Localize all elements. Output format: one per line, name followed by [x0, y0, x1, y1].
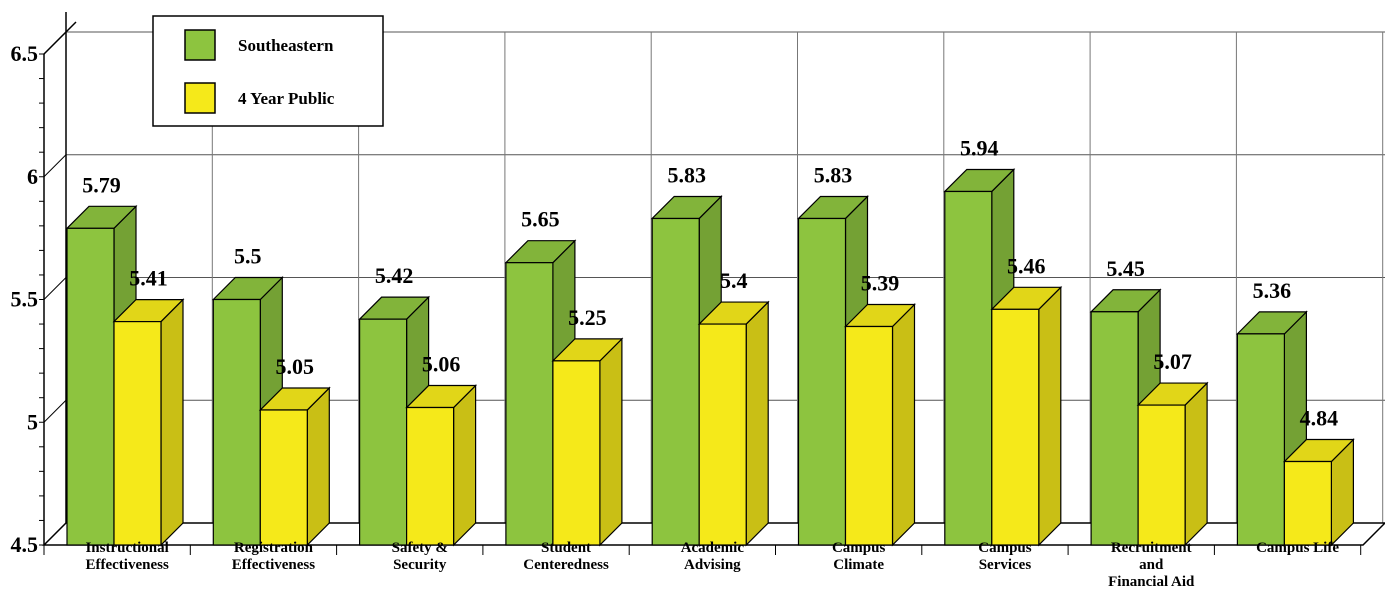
bar — [551, 337, 624, 547]
category-label-line: Campus — [832, 540, 886, 556]
category-label-line: Student — [541, 540, 591, 556]
legend-label-4-year-public: 4 Year Public — [238, 89, 335, 108]
bar-front — [359, 318, 408, 546]
bar-side — [1038, 285, 1062, 547]
category-label-line: Financial Aid — [1108, 574, 1195, 590]
category-label-line: Security — [393, 557, 447, 573]
data-label: 5.36 — [1253, 278, 1292, 303]
legend-swatch-4-year-public — [184, 82, 216, 114]
data-label: 5.83 — [667, 162, 706, 187]
bar-front — [991, 308, 1040, 546]
data-label: 5.79 — [82, 172, 121, 197]
category-label-line: Safety & — [392, 540, 448, 556]
bar — [650, 195, 723, 547]
bars: 5.79 5.41 5.5 5.05 5.42 5.06 5.65 5.25 5.83 5.4 5.… — [65, 135, 1355, 547]
data-label: 4.84 — [1300, 406, 1339, 431]
bar-side — [1184, 381, 1208, 547]
category-label-line: and — [1139, 557, 1164, 573]
data-label: 5.5 — [234, 244, 262, 269]
bar-front — [212, 298, 261, 546]
category-label-line: Instructional — [85, 540, 168, 556]
bar-front — [698, 323, 747, 546]
y-tick-label: 6.5 — [11, 41, 39, 66]
category-label-line: Advising — [684, 557, 741, 573]
top-edge — [43, 21, 77, 55]
data-label: 5.41 — [129, 266, 168, 291]
y-axis-ticks: 4.5 5 5.5 6 6.5 — [11, 41, 39, 557]
category-label-line: Centeredness — [523, 557, 609, 573]
data-label: 5.42 — [375, 263, 414, 288]
bar-side — [453, 384, 477, 547]
category-label-line: Climate — [833, 557, 884, 573]
bar — [697, 300, 770, 547]
category-label: Safety & Security — [392, 540, 448, 573]
data-label: 5.4 — [720, 268, 748, 293]
category-label: Academic Advising — [681, 540, 745, 573]
bar — [112, 298, 185, 547]
category-label-line: Academic — [681, 540, 745, 556]
category-label-line: Campus — [978, 540, 1032, 556]
y-tick-label: 4.5 — [11, 532, 39, 557]
category-label-line: Services — [979, 557, 1032, 573]
bar — [1136, 381, 1209, 547]
bar-front — [1236, 333, 1286, 546]
bar-front — [406, 406, 455, 546]
data-label: 5.83 — [814, 162, 853, 187]
category-label: Instructional Effectiveness — [85, 540, 168, 573]
bar-front — [1090, 311, 1139, 546]
category-label: Campus Climate — [832, 540, 886, 573]
data-label: 5.39 — [861, 271, 900, 296]
y-tick-label: 5 — [27, 409, 38, 434]
bar-side — [599, 337, 623, 547]
data-label: 5.25 — [568, 305, 607, 330]
data-label: 5.46 — [1007, 253, 1046, 278]
wall-gridline — [43, 277, 67, 300]
category-label-line: Campus Life — [1256, 540, 1339, 556]
data-label: 5.06 — [422, 352, 461, 377]
data-label: 5.07 — [1153, 349, 1192, 374]
data-label: 5.45 — [1106, 256, 1145, 281]
bar-side — [745, 300, 769, 547]
bar — [990, 285, 1063, 547]
bar-front — [113, 320, 162, 546]
category-label-line: Recruitment — [1111, 540, 1192, 556]
category-label-line: Registration — [234, 540, 314, 556]
category-label-line: Effectiveness — [232, 557, 315, 573]
bar-front — [944, 190, 993, 546]
bar-side — [306, 386, 330, 547]
bar-front — [797, 217, 847, 546]
category-label: Student Centeredness — [523, 540, 609, 573]
category-label: Registration Effectiveness — [232, 540, 315, 573]
y-tick-label: 5.5 — [11, 287, 39, 312]
category-label: Campus Services — [978, 540, 1032, 573]
bar-front — [552, 360, 601, 546]
data-label: 5.65 — [521, 207, 560, 232]
category-label-line: Effectiveness — [85, 557, 168, 573]
bar-front — [1283, 460, 1333, 546]
bar-front — [651, 217, 700, 546]
bar-side — [891, 303, 916, 547]
bar-front — [505, 262, 554, 546]
bar-front — [259, 409, 308, 546]
category-label: Campus Life — [1256, 540, 1339, 556]
bar — [1282, 438, 1355, 547]
bar — [844, 303, 916, 547]
wall-gridline — [43, 399, 67, 423]
bar — [258, 386, 331, 547]
legend-label-southeastern: Southeastern — [238, 36, 334, 55]
bar-front — [66, 227, 115, 546]
data-label: 5.05 — [276, 354, 315, 379]
y-tick-label: 6 — [27, 164, 38, 189]
data-label: 5.94 — [960, 135, 999, 160]
bar — [405, 384, 478, 547]
legend-swatch-southeastern — [184, 29, 216, 61]
bar-side — [160, 298, 184, 547]
wall-gridline — [43, 154, 67, 178]
bar-front — [844, 325, 894, 546]
legend: Southeastern 4 Year Public — [152, 15, 384, 127]
bar-front — [1137, 404, 1186, 546]
category-label: Recruitment and Financial Aid — [1108, 540, 1195, 590]
